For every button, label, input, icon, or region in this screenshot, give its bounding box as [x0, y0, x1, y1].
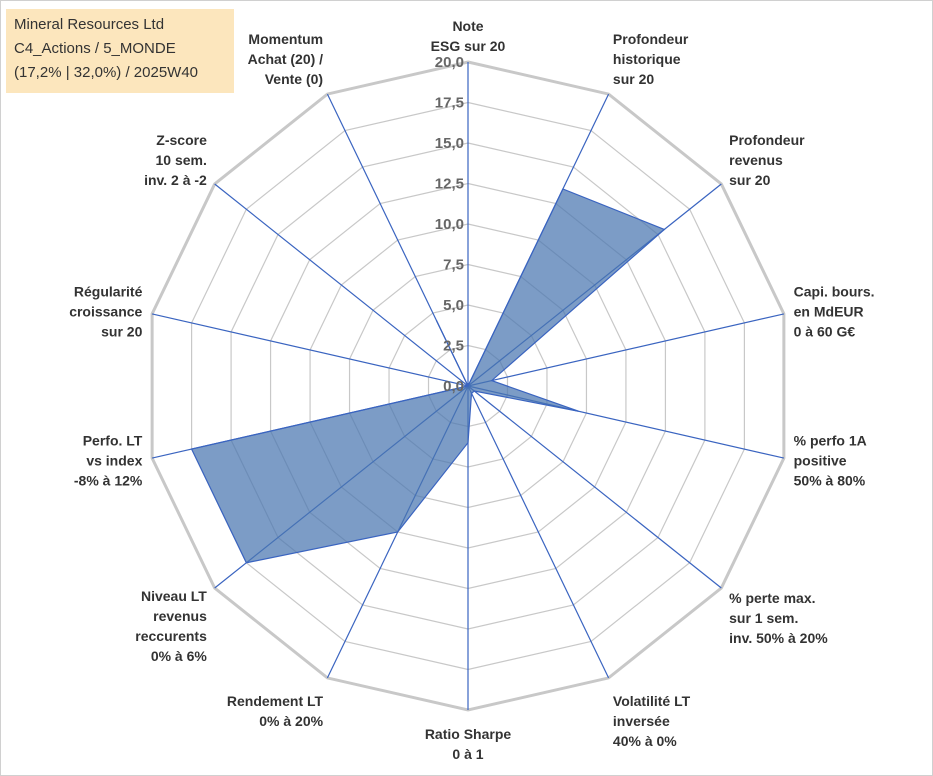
category-label-line: sur 20	[613, 71, 654, 87]
category-label: Rendement LT 0% à 20%	[227, 693, 324, 729]
category-label-line: sur 1 sem.	[729, 610, 798, 626]
category-label-line: Vente (0)	[265, 71, 323, 87]
tick-label: 17,5	[435, 95, 464, 112]
category-label-line: Perfo. LT	[83, 432, 143, 448]
category-label-line: Régularité	[74, 284, 143, 300]
category-label-line: Profondeur	[613, 31, 689, 47]
axis-spoke	[467, 385, 722, 589]
category-label-line: Niveau LT	[141, 588, 207, 604]
category-label: % perte max. sur 1 sem. inv. 50% à 20%	[729, 590, 828, 646]
tick-label: 5,0	[443, 297, 464, 314]
category-label-line: 50% à 80%	[794, 472, 866, 488]
category-label-line: 0 à 1	[452, 746, 483, 762]
category-label-line: -8% à 12%	[74, 472, 143, 488]
category-label-line: Z-score	[156, 132, 207, 148]
axis-spoke	[151, 313, 469, 387]
category-label-line: % perte max.	[729, 590, 815, 606]
category-label-line: vs index	[86, 452, 142, 468]
category-label-line: sur 20	[729, 172, 770, 188]
category-label-line: positive	[794, 452, 847, 468]
category-label-line: Profondeur	[729, 132, 805, 148]
category-label-line: Volatilité LT	[613, 693, 691, 709]
info-box: Mineral Resources Ltd C4_Actions / 5_MON…	[6, 9, 234, 93]
category-label: Profondeur revenus sur 20	[729, 132, 805, 188]
category-label-line: Capi. bours.	[794, 284, 875, 300]
category-label: Régularité croissance sur 20	[69, 284, 142, 340]
category-label-line: reccurents	[135, 628, 207, 644]
tick-label: 10,0	[435, 216, 464, 233]
category-label-line: Ratio Sharpe	[425, 726, 512, 742]
category-label-line: 0 à 60 G€	[794, 324, 856, 340]
category-label-line: inversée	[613, 713, 670, 729]
category-label: % perfo 1A positive 50% à 80%	[794, 432, 867, 488]
tick-label: 20,0	[435, 54, 464, 71]
category-label-line: 0% à 20%	[259, 713, 323, 729]
tick-label: 7,5	[443, 257, 464, 274]
axis-spoke	[467, 385, 610, 679]
category-label-line: Note	[452, 18, 483, 34]
tick-label: 12,5	[435, 176, 464, 193]
axis-spoke	[214, 183, 469, 387]
tick-label: 0,0	[443, 378, 464, 395]
category-label: Momentum Achat (20) / Vente (0)	[248, 31, 324, 87]
category-label: Volatilité LT inversée 40% à 0%	[613, 693, 691, 749]
category-label-line: 10 sem.	[155, 152, 206, 168]
category-label-line: % perfo 1A	[794, 432, 867, 448]
tick-label: 2,5	[443, 338, 464, 355]
category-label-line: croissance	[69, 304, 142, 320]
category-label: Note ESG sur 20	[431, 18, 506, 54]
category-label-line: revenus	[153, 608, 207, 624]
category-label-line: sur 20	[101, 324, 142, 340]
tick-label: 15,0	[435, 135, 464, 152]
company-name: Mineral Resources Ltd	[14, 16, 165, 33]
category-label-line: revenus	[729, 152, 783, 168]
category-label-line: en MdEUR	[794, 304, 864, 320]
stats-week: (17,2% | 32,0%) / 2025W40	[14, 64, 198, 81]
radial-tick-labels: 0,0 2,5 5,0 7,5 10,0 12,5 15,0 17,5 20,0	[435, 54, 464, 395]
category-label: Niveau LT revenus reccurents 0% à 6%	[135, 588, 207, 664]
category-label-line: Achat (20) /	[248, 51, 324, 67]
category-label: Perfo. LT vs index -8% à 12%	[74, 432, 143, 488]
axis-spoke	[467, 313, 785, 387]
category-label: Capi. bours. en MdEUR 0 à 60 G€	[794, 284, 875, 340]
category-label-line: Momentum	[248, 31, 323, 47]
category-label-line: ESG sur 20	[431, 38, 506, 54]
category-label-line: Rendement LT	[227, 693, 324, 709]
category-label-line: inv. 2 à -2	[144, 172, 207, 188]
category-labels: Note ESG sur 20 Profondeur historique sur 20…	[69, 18, 874, 762]
series-area	[190, 188, 666, 564]
category-label: Profondeur historique sur 20	[613, 31, 689, 87]
category-label-line: 40% à 0%	[613, 733, 677, 749]
category-label-line: 0% à 6%	[151, 648, 208, 664]
category-label: Ratio Sharpe 0 à 1	[425, 726, 512, 762]
radar-series	[190, 188, 666, 564]
portfolio-category: C4_Actions / 5_MONDE	[14, 40, 176, 57]
category-label-line: historique	[613, 51, 681, 67]
category-label-line: inv. 50% à 20%	[729, 630, 828, 646]
category-label: Z-score 10 sem. inv. 2 à -2	[144, 132, 207, 188]
